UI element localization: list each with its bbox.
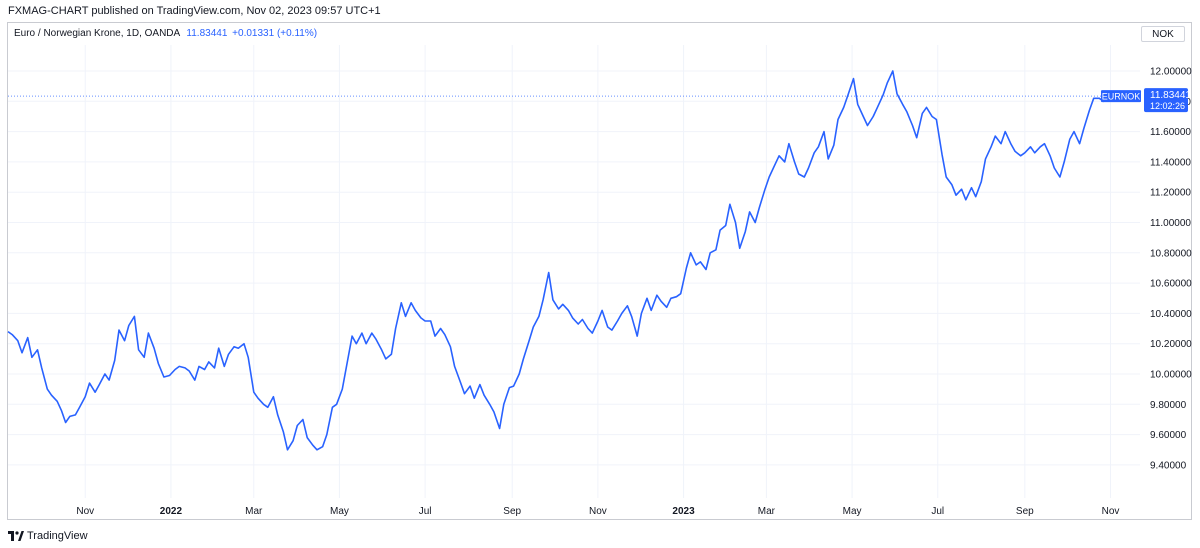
y-tick-label: 10.00000 xyxy=(1150,370,1192,381)
x-tick-label: 2022 xyxy=(160,506,183,517)
y-tick-label: 11.40000 xyxy=(1150,157,1191,168)
x-tick-label: Sep xyxy=(503,506,521,517)
y-tick-label: 9.60000 xyxy=(1150,430,1187,441)
footer-brand[interactable]: TradingView xyxy=(8,528,88,544)
x-tick-label: May xyxy=(843,506,862,517)
price-tag-price: 11.83441 xyxy=(1150,90,1191,101)
y-tick-label: 11.20000 xyxy=(1150,188,1191,199)
eurnok-series-line xyxy=(7,70,1113,451)
x-tick-label: Sep xyxy=(1016,506,1034,517)
y-tick-label: 10.20000 xyxy=(1150,339,1192,350)
published-title: FXMAG-CHART published on TradingView.com… xyxy=(8,5,381,17)
x-tick-label: Nov xyxy=(76,506,94,517)
time-axis[interactable]: Nov 2022 Mar May Jul Sep Nov 2023 Mar May Jul Sep No… xyxy=(76,506,1119,517)
price-tag: EURNOK 11.83441 12:02:26 xyxy=(1101,88,1191,113)
y-tick-label: 12.00000 xyxy=(1150,67,1192,78)
chart-frame[interactable] xyxy=(7,22,1192,520)
price-tag-symbol-box xyxy=(1101,90,1141,103)
x-tick-label: Nov xyxy=(589,506,607,517)
x-tick-label: 2023 xyxy=(672,506,695,517)
price-tag-price-box xyxy=(1144,88,1188,113)
legend-change: +0.01331 (+0.11%) xyxy=(232,28,318,39)
tradingview-logo-icon xyxy=(8,531,24,541)
top-bar: FXMAG-CHART published on TradingView.com… xyxy=(0,0,1200,22)
x-tick-label: Mar xyxy=(758,506,776,517)
currency-button[interactable]: NOK xyxy=(1141,26,1185,42)
grid-lines xyxy=(8,45,1140,498)
x-tick-label: Jul xyxy=(419,506,432,517)
y-tick-label: 10.60000 xyxy=(1150,279,1192,290)
y-tick-label: 11.00000 xyxy=(1150,218,1191,229)
y-tick-label: 9.80000 xyxy=(1150,400,1187,411)
y-tick-label: 11.60000 xyxy=(1150,127,1191,138)
y-tick-label: 10.40000 xyxy=(1150,309,1192,320)
price-axis[interactable]: 12.0000011.8000011.6000011.4000011.20000… xyxy=(1150,67,1192,472)
y-tick-label: 9.40000 xyxy=(1150,460,1187,471)
symbol-legend[interactable]: Euro / Norwegian Krone, 1D, OANDA 11.834… xyxy=(14,28,317,39)
legend-last-price: 11.83441 xyxy=(186,28,228,39)
footer-brand-label: TradingView xyxy=(27,530,88,542)
legend-symbol: Euro / Norwegian Krone, 1D, OANDA xyxy=(14,28,180,39)
x-tick-label: Jul xyxy=(931,506,944,517)
x-tick-label: Mar xyxy=(245,506,263,517)
price-tag-countdown: 12:02:26 xyxy=(1150,101,1185,111)
price-tag-symbol: EURNOK xyxy=(1102,92,1141,102)
x-tick-label: May xyxy=(330,506,349,517)
y-tick-label: 10.80000 xyxy=(1150,248,1192,259)
x-tick-label: Nov xyxy=(1102,506,1120,517)
